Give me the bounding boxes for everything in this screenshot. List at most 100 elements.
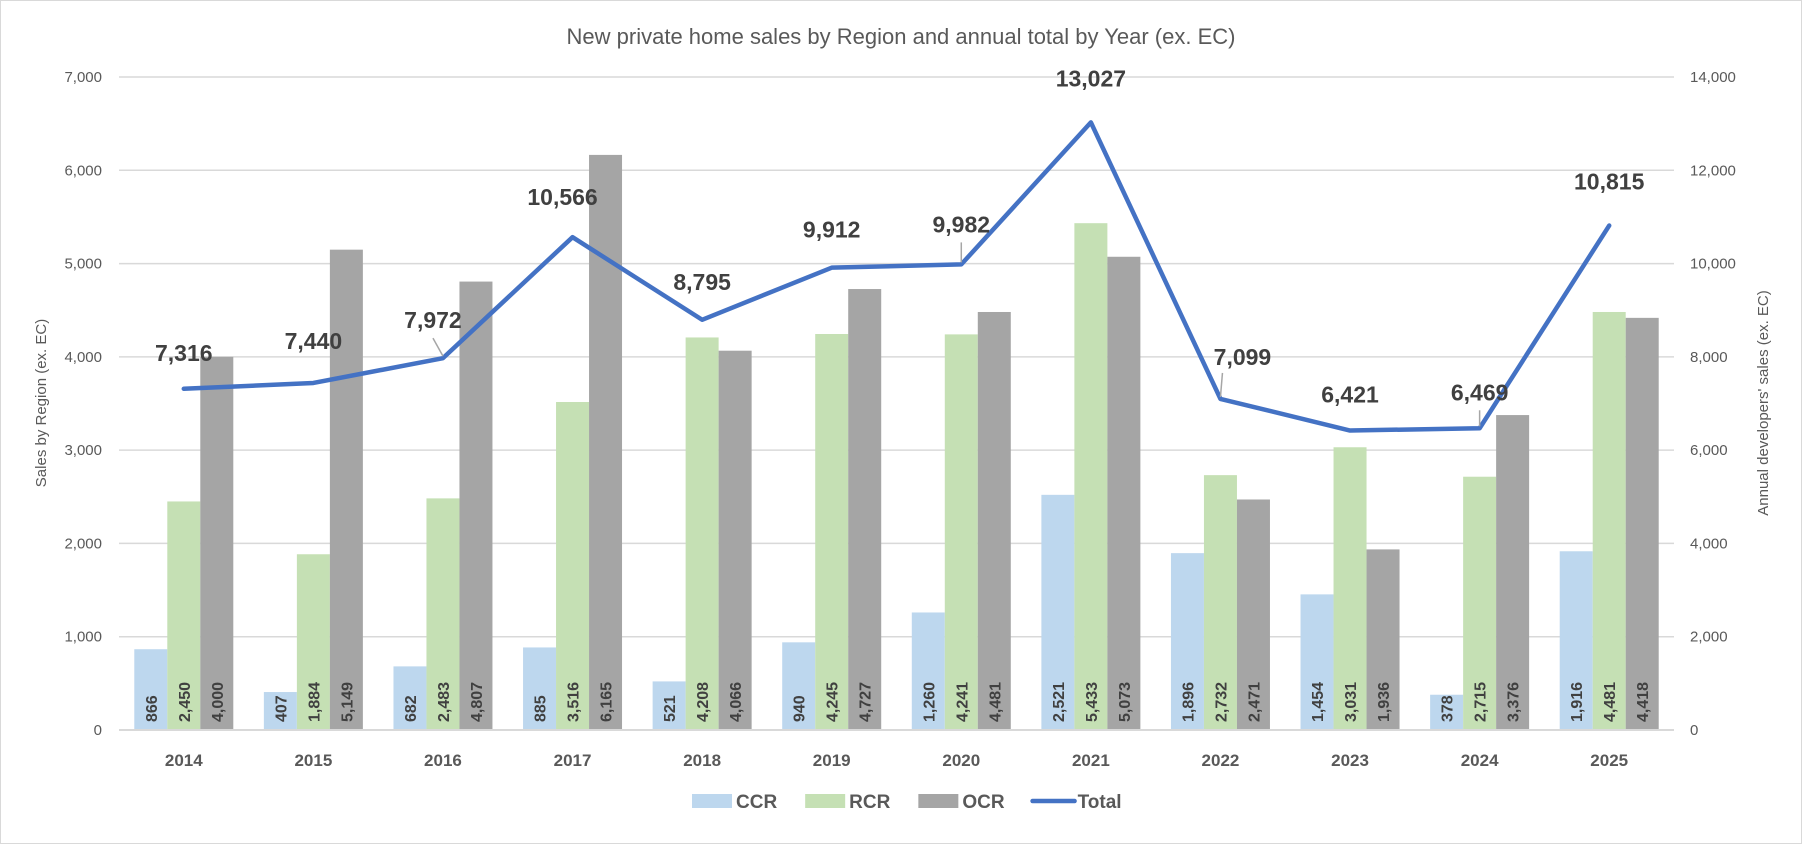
total-line: 7,316 7,440 7,972 10,566 8,795 9,912 9,982 13,0… [155, 65, 1645, 433]
bar-ocr [459, 281, 493, 730]
left-axis-title: Sales by Region (ex. EC) [33, 319, 50, 487]
bar-data-label: 4,208 [695, 682, 712, 722]
bar-ccr [1041, 494, 1075, 730]
total-data-label: 9,912 [803, 217, 861, 243]
legend-label: Total [1078, 792, 1122, 813]
bar-ccr [911, 612, 945, 730]
bar-ocr [589, 154, 623, 731]
bar-ccr [134, 649, 168, 730]
bar-data-label: 4,727 [858, 682, 875, 722]
bar-rcr [1203, 475, 1237, 730]
legend-swatch-ocr [918, 794, 959, 808]
legend-label: RCR [849, 792, 890, 813]
right-tick-label: 0 [1690, 722, 1698, 739]
bar-ccr [652, 681, 686, 730]
total-data-label: 7,440 [285, 328, 343, 354]
bar-data-label: 4,481 [987, 682, 1004, 722]
bar-rcr [1592, 311, 1626, 730]
total-data-label: 10,566 [527, 184, 597, 210]
bar-data-label: 2,450 [177, 682, 194, 722]
left-tick-label: 4,000 [64, 349, 102, 366]
bar-data-label: 2,732 [1213, 682, 1230, 722]
category-label: 2020 [942, 751, 980, 770]
bar-data-label: 521 [662, 695, 679, 722]
legend: CCR RCR OCR Total [692, 792, 1122, 813]
bar-data-label: 3,031 [1343, 682, 1360, 722]
bar-data-label: 1,896 [1180, 682, 1197, 722]
total-data-label: 10,815 [1574, 169, 1645, 195]
bar-data-label: 2,521 [1051, 682, 1068, 722]
right-axis-ticks: 0 2,000 4,000 6,000 8,000 10,000 12,000 14,000 [1690, 69, 1736, 739]
legend-item-ocr: OCR [918, 792, 1005, 813]
legend-label: CCR [736, 792, 777, 813]
bar-data-label: 2,715 [1473, 682, 1490, 722]
bar-data-label: 1,454 [1310, 682, 1327, 722]
category-label: 2021 [1072, 751, 1110, 770]
legend-label: OCR [962, 792, 1005, 813]
bar-ccr [523, 647, 557, 730]
right-axis-title: Annual developers' sales (ex. EC) [1755, 290, 1772, 515]
bar-rcr [296, 554, 330, 730]
bar-rcr [556, 402, 590, 730]
gridlines [119, 76, 1674, 638]
bar-data-label: 1,936 [1376, 682, 1393, 722]
category-label: 2019 [813, 751, 851, 770]
category-label: 2022 [1202, 751, 1240, 770]
right-tick-label: 6,000 [1690, 442, 1728, 459]
total-data-label: 13,027 [1056, 65, 1126, 91]
bar-ocr [718, 350, 752, 730]
bar-ccr [1170, 553, 1204, 730]
bar-data-label: 3,376 [1506, 682, 1523, 722]
legend-swatch-rcr [805, 794, 846, 808]
bar-data-label: 2,483 [436, 682, 453, 722]
total-data-label: 9,982 [933, 211, 991, 237]
bar-ocr [977, 311, 1011, 730]
legend-item-total: Total [1030, 792, 1122, 813]
bar-ccr [1300, 594, 1334, 730]
data-label-leader [1219, 372, 1224, 397]
category-labels: 2014 2015 2016 2017 2018 2019 2020 2021 2022 2023… [165, 751, 1628, 770]
legend-item-rcr: RCR [805, 792, 891, 813]
left-tick-label: 0 [94, 722, 102, 739]
bar-data-label: 1,260 [921, 682, 938, 722]
bar-ocr [1496, 415, 1530, 730]
bar-ccr [393, 666, 427, 730]
total-data-label: 6,421 [1321, 382, 1379, 408]
category-label: 2015 [294, 751, 332, 770]
category-label: 2025 [1590, 751, 1628, 770]
bar-rcr [167, 501, 201, 730]
bar-ccr [1559, 551, 1593, 730]
bar-ocr [1366, 549, 1400, 730]
total-data-label: 6,469 [1451, 379, 1509, 405]
bar-rcr [1463, 476, 1497, 730]
bar-rcr [1074, 223, 1108, 730]
bar-data-label: 4,481 [1602, 682, 1619, 722]
bar-ccr [1430, 694, 1464, 730]
bar-data-label: 682 [403, 695, 420, 722]
right-tick-label: 12,000 [1690, 162, 1736, 179]
bar-data-label: 407 [273, 695, 290, 722]
category-label: 2018 [683, 751, 721, 770]
right-tick-label: 14,000 [1690, 69, 1736, 86]
category-label: 2024 [1461, 751, 1499, 770]
category-label: 2014 [165, 751, 203, 770]
bar-ocr [1236, 499, 1270, 730]
bar-data-label: 5,073 [1117, 682, 1134, 722]
bar-data-label: 866 [144, 695, 161, 722]
category-label: 2016 [424, 751, 462, 770]
bar-rcr [815, 334, 849, 730]
bar-data-label: 1,884 [306, 682, 323, 722]
category-label: 2017 [554, 751, 592, 770]
left-tick-label: 3,000 [64, 442, 102, 459]
bar-data-label: 885 [533, 695, 550, 722]
legend-swatch-ccr [692, 794, 732, 808]
data-label-leader [432, 337, 444, 357]
bar-ocr [200, 356, 234, 730]
bar-ccr [263, 692, 297, 730]
bar-ocr [329, 249, 363, 730]
bar-rcr [426, 498, 460, 730]
bar-data-label: 6,165 [599, 682, 616, 722]
total-data-label: 7,316 [155, 340, 213, 366]
total-data-label: 7,972 [404, 307, 462, 333]
